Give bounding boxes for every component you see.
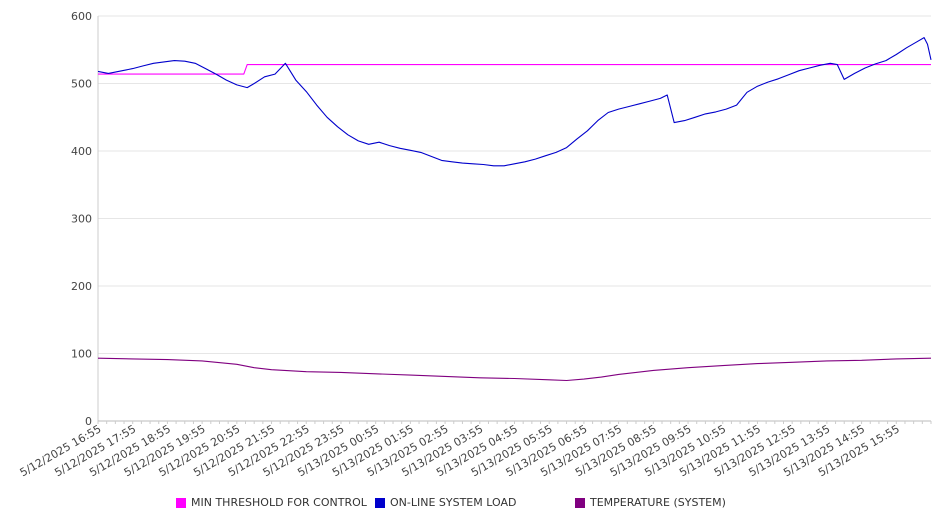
legend-label-temperature: TEMPERATURE (SYSTEM) [590,496,726,509]
y-tick-label: 500 [71,78,92,91]
series-line-min-threshold-for-control[interactable] [98,64,931,75]
legend-swatch-temperature [575,497,585,508]
legend-swatch-min-threshold [176,497,186,508]
y-tick-label: 100 [71,348,92,361]
grid-layer [98,15,931,354]
y-tick-label: 200 [71,280,92,293]
y-tick-label: 300 [71,213,92,226]
legend-item-system-load[interactable]: ON-LINE SYSTEM LOAD [375,496,516,509]
series-line-on-line-system-load[interactable] [97,37,932,167]
axis-layer: 0 100 200 300 400 500 600 [71,10,932,428]
legend-item-temperature[interactable]: TEMPERATURE (SYSTEM) [575,496,726,509]
legend-swatch-system-load [375,497,385,508]
series-layer [97,37,932,382]
x-tick-labels: 5/12/2025 16:555/12/2025 17:555/12/2025 … [18,422,902,479]
legend-item-min-threshold[interactable]: MIN THRESHOLD FOR CONTROL [176,496,367,509]
legend-label-system-load: ON-LINE SYSTEM LOAD [390,496,517,509]
series-line-temperature-system[interactable] [97,357,932,382]
y-tick-label: 0 [85,415,92,428]
y-tick-label: 600 [71,10,92,23]
y-tick-label: 400 [71,145,92,158]
legend-label-min-threshold: MIN THRESHOLD FOR CONTROL [191,496,367,509]
legend: MIN THRESHOLD FOR CONTROL ON-LINE SYSTEM… [0,496,946,516]
